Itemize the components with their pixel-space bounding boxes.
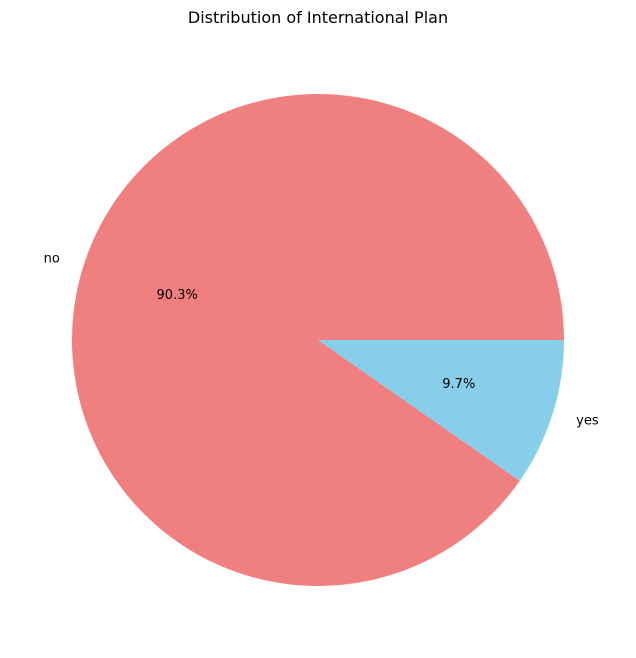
slice-label-no: no — [44, 251, 60, 266]
slice-percent-no: 90.3% — [157, 288, 198, 303]
pie-slice-yes — [318, 340, 564, 481]
pie-slices — [71, 93, 565, 586]
chart-title: Distribution of International Plan — [188, 8, 448, 27]
slice-percent-yes: 9.7% — [442, 377, 475, 392]
slice-label-yes: yes — [576, 414, 599, 429]
pie-slice-no — [71, 93, 565, 586]
pie-labels: no 90.3% yes 9.7% — [44, 251, 599, 428]
